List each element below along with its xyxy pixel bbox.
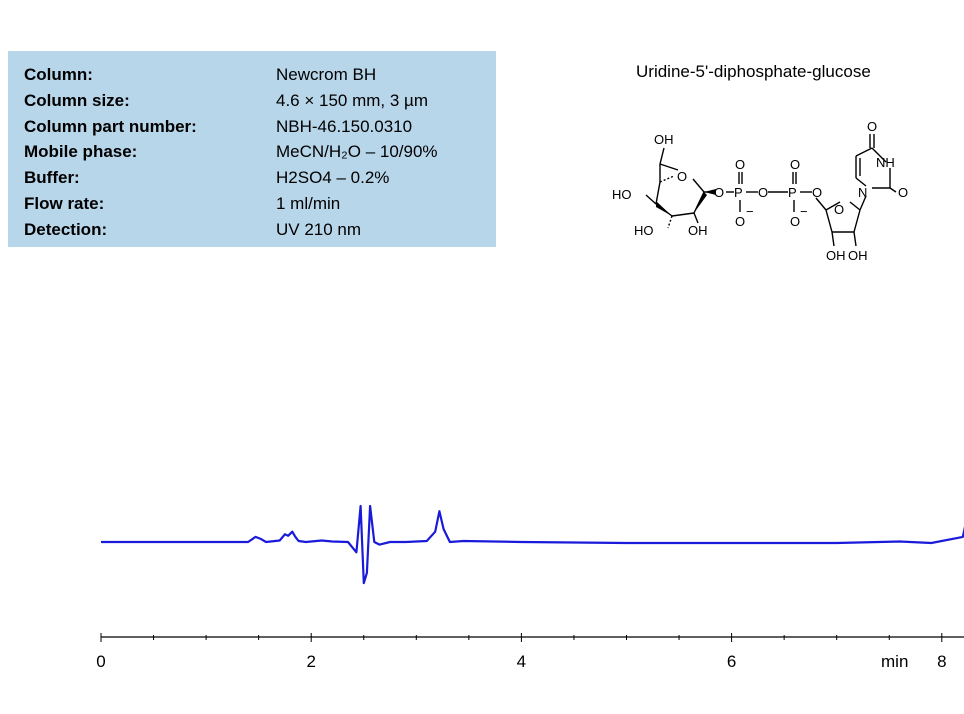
- svg-text:−: −: [800, 204, 808, 219]
- info-row-buffer: Buffer: H2SO4 – 0.2%: [24, 165, 496, 191]
- structure-atom: O: [898, 185, 908, 200]
- x-tick-label: 2: [306, 652, 315, 671]
- info-row-part-number: Column part number: NBH-46.150.0310: [24, 114, 496, 140]
- structure-atom: O: [834, 202, 844, 217]
- structure-atom: O: [714, 185, 724, 200]
- info-row-mobile-phase: Mobile phase: MeCN/H₂O – 10/90%: [24, 139, 496, 165]
- info-row-column-size: Column size: 4.6 × 150 mm, 3 µm: [24, 88, 496, 114]
- info-row-flow-rate: Flow rate: 1 ml/min: [24, 191, 496, 217]
- structure-atom: O: [867, 119, 877, 134]
- structure-atom: O: [790, 214, 800, 229]
- info-row-detection: Detection: UV 210 nm: [24, 217, 496, 243]
- structure-atom: O: [735, 214, 745, 229]
- structure-atom: OH: [654, 132, 674, 147]
- chromatogram-trace-0: [101, 504, 964, 585]
- structure-atom: P: [734, 185, 743, 200]
- structure-atom: O: [812, 185, 822, 200]
- structure-atom: P: [788, 185, 797, 200]
- info-value: 4.6 × 150 mm, 3 µm: [276, 90, 428, 110]
- structure-atom: O: [735, 157, 745, 172]
- info-label: Detection:: [24, 219, 108, 239]
- info-value: NBH-46.150.0310: [276, 116, 413, 136]
- info-label: Flow rate:: [24, 193, 105, 213]
- info-label: Column size:: [24, 90, 130, 110]
- x-axis: 02468101214min: [96, 633, 964, 671]
- chemical-structure-diagram: OH O HO HO OH O P O P O O O O O NH O N O…: [612, 119, 908, 263]
- info-value: Newcrom BH: [276, 65, 377, 84]
- info-label: Column:: [24, 65, 93, 84]
- x-tick-label: 0: [96, 652, 105, 671]
- structure-atom: HO: [634, 223, 654, 238]
- structure-atom: O: [677, 169, 687, 184]
- x-tick-label: 4: [517, 652, 526, 671]
- info-label: Buffer:: [24, 168, 80, 188]
- structure-atom: O: [790, 157, 800, 172]
- chromatogram-trace-group: [101, 504, 964, 585]
- structure-atom: N: [858, 185, 867, 200]
- compound-name: Uridine-5'-diphosphate-glucose: [636, 62, 871, 81]
- structure-atom: HO: [612, 187, 632, 202]
- structure-atom: OH: [848, 248, 868, 263]
- x-tick-label: 8: [937, 652, 946, 671]
- info-value: H2SO4 – 0.2%: [276, 168, 390, 188]
- info-label: Column part number:: [24, 116, 197, 136]
- structure-atom: O: [758, 185, 768, 200]
- structure-atom: OH: [688, 223, 708, 238]
- structure-atom: OH: [826, 248, 846, 263]
- method-info-box: Column: Newcrom BH Column size: 4.6 × 15…: [8, 51, 496, 247]
- x-axis-unit-label: min: [881, 652, 908, 671]
- structure-atom: NH: [876, 155, 895, 170]
- info-value: MeCN/H₂O – 10/90%: [276, 142, 438, 162]
- info-value: UV 210 nm: [276, 219, 362, 239]
- info-row-column: Column: Newcrom BH: [24, 62, 496, 88]
- info-value: 1 ml/min: [276, 193, 341, 213]
- x-tick-label: 6: [727, 652, 736, 671]
- info-label: Mobile phase:: [24, 142, 138, 162]
- svg-text:−: −: [746, 204, 754, 219]
